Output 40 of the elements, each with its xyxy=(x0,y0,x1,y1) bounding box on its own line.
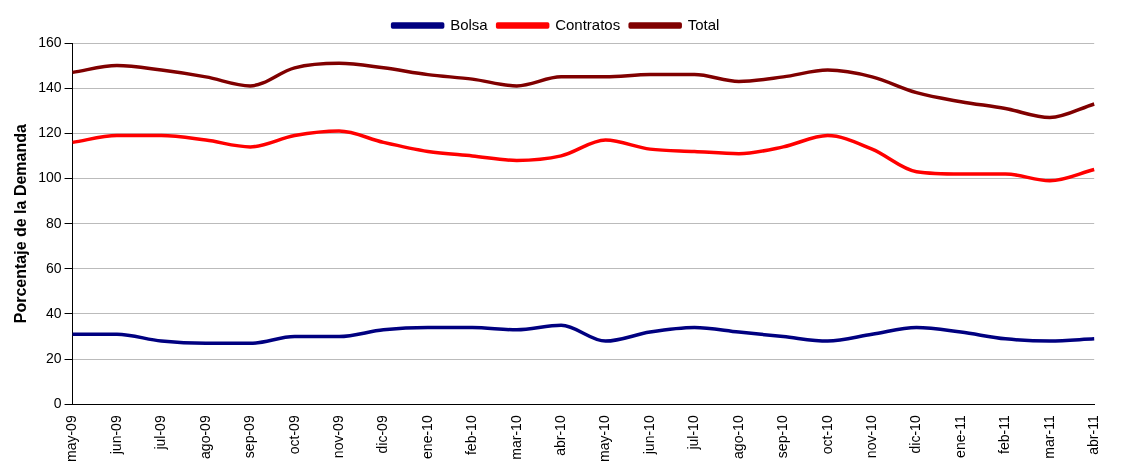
x-tick-label: feb-11 xyxy=(996,415,1013,454)
x-tick-label: mar-10 xyxy=(507,415,524,460)
x-tick-label: may-09 xyxy=(63,415,80,462)
y-tick-label: 160 xyxy=(38,33,62,50)
y-tick-label: 80 xyxy=(45,214,62,231)
x-tick-label: feb-10 xyxy=(463,415,480,456)
x-tick-label: jul-10 xyxy=(685,415,702,451)
legend-label: Total xyxy=(687,15,720,33)
x-tick-label: dic-10 xyxy=(907,415,924,454)
y-tick-label: 40 xyxy=(45,304,62,321)
x-tick-label: sep-09 xyxy=(241,415,258,459)
y-tick-label: 100 xyxy=(38,169,62,186)
x-tick-label: dic-09 xyxy=(374,415,391,454)
x-tick-label: jul-09 xyxy=(152,415,169,451)
x-tick-label: jun-09 xyxy=(107,415,124,456)
y-tick-label: 60 xyxy=(45,259,62,276)
legend-label: Contratos xyxy=(555,15,621,33)
x-tick-label: nov-09 xyxy=(329,415,346,459)
x-tick-label: oct-09 xyxy=(285,415,302,455)
y-tick-label: 0 xyxy=(53,395,62,412)
x-tick-label: ene-10 xyxy=(418,415,435,459)
line-series xyxy=(70,61,1096,120)
x-tick-label: jun-10 xyxy=(640,415,657,456)
line-series xyxy=(70,129,1096,183)
x-tick-label: abr-11 xyxy=(1085,415,1102,455)
y-axis-title: Porcentaje de la Demanda xyxy=(12,123,30,324)
y-tick-label: 20 xyxy=(45,350,62,367)
x-tick-label: may-10 xyxy=(596,415,613,462)
y-tick-label: 120 xyxy=(38,124,62,141)
line-series xyxy=(70,323,1096,346)
x-tick-label: oct-10 xyxy=(818,415,835,455)
legend-label: Bolsa xyxy=(450,15,489,33)
x-tick-label: mar-11 xyxy=(1040,415,1057,459)
x-tick-label: sep-10 xyxy=(774,415,791,459)
x-tick-label: nov-10 xyxy=(862,415,879,459)
x-tick-label: ago-09 xyxy=(196,415,213,459)
y-tick-label: 140 xyxy=(38,79,62,96)
x-tick-label: ene-11 xyxy=(951,415,968,458)
x-tick-label: ago-10 xyxy=(729,415,746,459)
x-tick-label: abr-10 xyxy=(552,415,569,456)
